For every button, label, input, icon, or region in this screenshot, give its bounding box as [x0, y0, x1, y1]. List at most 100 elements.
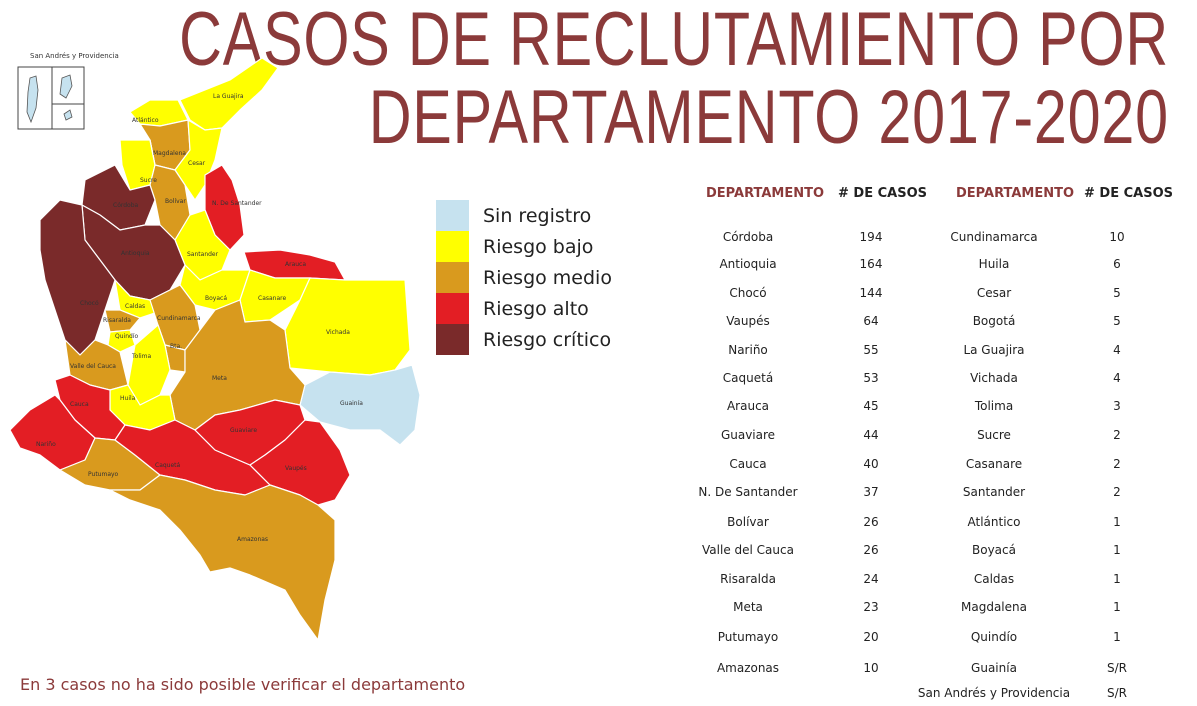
table-cell-departamento: Magdalena — [961, 600, 1027, 614]
legend-swatch — [436, 262, 469, 293]
table-cell-casos: 1 — [1113, 572, 1121, 586]
label-vaupes: Vaupés — [285, 465, 307, 472]
label-quindio: Quindío — [115, 333, 138, 340]
legend-label: Riesgo bajo — [483, 235, 594, 258]
legend-label: Riesgo crítico — [483, 328, 612, 351]
table-cell-departamento: La Guajira — [963, 343, 1025, 357]
table-cell-departamento: Tolima — [974, 399, 1014, 413]
legend-item-sin-registro: Sin registro — [436, 200, 612, 231]
legend-swatch — [436, 200, 469, 231]
label-caldas: Caldas — [125, 303, 145, 310]
table-cell-casos: 55 — [863, 343, 879, 357]
legend-label: Riesgo alto — [483, 297, 589, 320]
table-cell-departamento: Meta — [733, 600, 763, 614]
table-cell-casos: 45 — [863, 399, 879, 413]
table-cell-departamento: Arauca — [726, 399, 770, 413]
table-cell-departamento: Risaralda — [720, 572, 776, 586]
table-cell-departamento: Huila — [978, 257, 1010, 271]
label-magdalena: Magdalena — [153, 150, 186, 157]
table-cell-departamento: San Andrés y Providencia — [917, 686, 1071, 700]
table-cell-departamento: Vichada — [970, 371, 1018, 385]
label-valle: Valle del Cauca — [70, 363, 116, 370]
label-antioquia: Antioquia — [121, 250, 150, 257]
label-bolivar: Bolívar — [165, 198, 186, 205]
legend-item-riesgo-alto: Riesgo alto — [436, 293, 612, 324]
header-casos-right: # DE CASOS — [1084, 186, 1173, 201]
title-line-2: DEPARTAMENTO 2017-2020 — [368, 75, 1169, 160]
table-cell-departamento: Cesar — [976, 286, 1012, 300]
region-quindio — [107, 329, 136, 353]
table-cell-casos: 1 — [1113, 543, 1121, 557]
label-meta: Meta — [212, 375, 227, 382]
table-cell-departamento: Boyacá — [972, 543, 1016, 557]
label-narino: Nariño — [36, 441, 56, 448]
table-cell-departamento: Chocó — [729, 286, 767, 300]
table-cell-casos: 53 — [863, 371, 879, 385]
table-cell-departamento: Sucre — [977, 428, 1011, 442]
region-cesar — [174, 119, 223, 201]
providencia-island — [59, 74, 73, 99]
header-departamento-right: DEPARTAMENTO — [956, 186, 1075, 201]
table-cell-casos: 2 — [1113, 485, 1121, 499]
table-cell-departamento: Quindío — [970, 630, 1018, 644]
label-cordoba: Córdoba — [113, 202, 139, 209]
table-cell-casos: 40 — [863, 457, 879, 471]
label-guaviare: Guaviare — [230, 427, 257, 434]
label-santander: Santander — [187, 251, 219, 258]
table-cell-casos: S/R — [1107, 661, 1127, 675]
table-cell-casos: 4 — [1113, 371, 1121, 385]
table-cell-casos: 10 — [1109, 230, 1125, 244]
table-cell-departamento: Caldas — [973, 572, 1015, 586]
label-tolima: Tolima — [131, 353, 151, 360]
label-la-guajira: La Guajira — [213, 93, 244, 100]
title-line-1: CASOS DE RECLUTAMIENTO POR — [179, 0, 1169, 82]
table-cell-departamento: Cauca — [729, 457, 767, 471]
label-caqueta: Caquetá — [155, 462, 181, 469]
table-cell-departamento: Atlántico — [967, 515, 1021, 529]
label-atlantico: Atlántico — [132, 117, 159, 124]
cases-table: DEPARTAMENTO # DE CASOS DEPARTAMENTO # D… — [0, 186, 1197, 706]
label-boyaca: Boyacá — [205, 295, 227, 302]
legend-label: Riesgo medio — [483, 266, 612, 289]
table-cell-casos: 64 — [863, 314, 879, 328]
table-cell-departamento: Putumayo — [717, 630, 779, 644]
table-cell-casos: 1 — [1113, 630, 1121, 644]
table-cell-casos: 2 — [1113, 457, 1121, 471]
table-cell-casos: 5 — [1113, 286, 1121, 300]
region-amazonas — [109, 474, 336, 641]
legend-swatch — [436, 231, 469, 262]
table-cell-departamento: Amazonas — [716, 661, 780, 675]
table-cell-departamento: Nariño — [728, 343, 768, 357]
header-departamento-left: DEPARTAMENTO — [706, 186, 825, 201]
table-cell-casos: 1 — [1113, 515, 1121, 529]
legend-item-riesgo-bajo: Riesgo bajo — [436, 231, 612, 262]
san-andres-island — [26, 75, 39, 124]
table-cell-casos: 6 — [1113, 257, 1121, 271]
table-cell-casos: 164 — [859, 257, 883, 271]
label-cauca: Cauca — [70, 401, 89, 408]
label-bogota: Bta. — [170, 343, 182, 350]
table-cell-departamento: Bolívar — [727, 515, 769, 529]
label-guainia: Guainía — [340, 400, 363, 407]
santa-catalina-island — [63, 109, 73, 121]
legend-item-riesgo-medio: Riesgo medio — [436, 262, 612, 293]
san-andres-inset — [17, 66, 85, 130]
colombia-map: San Andrés y Providencia — [9, 52, 421, 641]
table-cell-casos: 4 — [1113, 343, 1121, 357]
table-cell-casos: 44 — [863, 428, 879, 442]
header-casos-left: # DE CASOS — [838, 186, 927, 201]
table-cell-departamento: Guainía — [971, 661, 1017, 675]
region-choco — [39, 199, 116, 356]
table-cell-departamento: Bogotá — [972, 314, 1016, 328]
table-cell-casos: 24 — [863, 572, 879, 586]
label-cundinamarca: Cundinamarca — [157, 315, 201, 322]
table-cell-departamento: Casanare — [965, 457, 1023, 471]
label-vichada: Vichada — [326, 329, 350, 336]
label-sucre: Sucre — [140, 177, 157, 184]
table-cell-casos: 144 — [859, 286, 883, 300]
table-cell-casos: 26 — [863, 515, 879, 529]
label-risaralda: Risaralda — [103, 317, 131, 324]
table-cell-casos: 3 — [1113, 399, 1121, 413]
table-cell-departamento: Antioquia — [719, 257, 777, 271]
table-cell-departamento: Santander — [962, 485, 1026, 499]
